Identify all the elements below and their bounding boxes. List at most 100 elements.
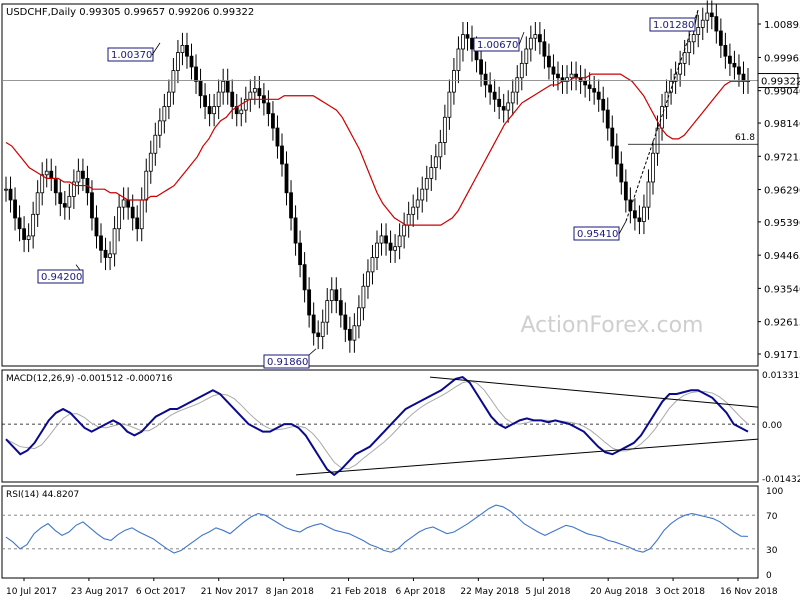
- candle-body: [289, 192, 293, 219]
- fib-level-label: 61.8: [735, 133, 755, 143]
- candle-body: [524, 48, 529, 64]
- candle-body: [329, 289, 334, 302]
- candle-body: [62, 203, 67, 208]
- candle-body: [375, 242, 379, 258]
- candle-body: [506, 102, 511, 111]
- candle-body: [157, 120, 162, 136]
- price-y-tick-label: 0.94465: [764, 251, 800, 262]
- candle-body: [452, 70, 456, 93]
- rsi-line: [5, 504, 749, 554]
- candle-body: [81, 170, 85, 179]
- candle-body: [691, 34, 696, 43]
- x-tick-label: 21 Feb 2018: [331, 587, 387, 597]
- candle-body: [551, 66, 556, 75]
- rsi-y-tick-label: 70: [766, 512, 778, 522]
- x-tick-label: 3 Oct 2018: [655, 587, 705, 597]
- macd-label: MACD(12,26,9) -0.001512 -0.000716: [6, 374, 173, 384]
- candle-body: [230, 91, 235, 107]
- x-tick-label: 21 Nov 2017: [201, 587, 259, 597]
- candle-body: [420, 188, 425, 201]
- candle-body: [737, 66, 741, 75]
- candle-body: [153, 134, 158, 154]
- candle-body: [601, 98, 606, 111]
- candle-body: [343, 314, 348, 330]
- candle-body: [166, 91, 171, 107]
- candle-body: [646, 181, 651, 208]
- retracement-dashed-line: [625, 9, 699, 222]
- macd-lower-trendline: [295, 438, 759, 476]
- x-tick-label: 6 Apr 2018: [395, 587, 445, 597]
- key-level-label: 1.00670: [477, 40, 518, 51]
- rsi-label: RSI(14) 44.8207: [6, 490, 79, 500]
- candle-body: [280, 145, 284, 165]
- candle-body: [533, 34, 538, 39]
- key-level-label: 0.94200: [41, 272, 82, 283]
- candle-body: [8, 188, 13, 201]
- candle-body: [347, 328, 352, 341]
- candle-body: [429, 167, 434, 179]
- candle-body: [334, 289, 339, 302]
- candle-body: [325, 300, 330, 323]
- candle-body: [126, 199, 131, 208]
- candle-body: [370, 257, 375, 273]
- candle-body: [492, 91, 497, 100]
- candle-body: [424, 177, 429, 190]
- candle-body: [26, 235, 31, 240]
- macd-y-tick-label: 0.00: [762, 421, 782, 431]
- candle-body: [673, 73, 678, 82]
- key-level-leader: [151, 42, 161, 56]
- candle-body: [655, 127, 660, 154]
- key-level-box: [263, 354, 310, 369]
- candle-body: [271, 113, 275, 129]
- candle-body: [144, 170, 149, 201]
- candle-body: [171, 70, 176, 93]
- candle-body: [664, 91, 669, 107]
- candle-body: [316, 332, 321, 337]
- key-level-leader: [618, 220, 627, 235]
- macd-y-tick-label: -0.014323: [762, 475, 800, 485]
- watermark-text: ActionForex.com: [521, 313, 704, 338]
- key-level-label: 0.95410: [577, 229, 618, 240]
- x-tick-label: 10 Jul 2017: [6, 587, 57, 597]
- candle-body: [31, 213, 36, 237]
- rsi-y-tick-label: 30: [766, 546, 778, 556]
- candle-body: [709, 12, 714, 18]
- rsi-panel-frame: [1, 485, 759, 579]
- candle-body: [433, 156, 438, 169]
- candle-body: [501, 106, 506, 111]
- candle-body: [99, 235, 103, 251]
- key-level-label: 0.91860: [267, 357, 308, 368]
- moving-average-line: [5, 73, 748, 226]
- key-level-leader: [75, 264, 81, 271]
- candle-body: [221, 80, 226, 93]
- candle-body: [212, 106, 217, 115]
- candle-body: [510, 91, 515, 104]
- candle-body: [148, 152, 153, 172]
- candle-body: [13, 199, 17, 219]
- candle-body: [311, 314, 316, 334]
- candle-body: [17, 217, 22, 230]
- x-tick-label: 8 Jan 2018: [266, 587, 314, 597]
- candle-body: [732, 62, 737, 68]
- price-y-tick-label: 1.00895: [764, 20, 800, 31]
- macd-upper-trendline: [429, 376, 759, 408]
- candle-body: [76, 170, 81, 183]
- candle-body: [4, 188, 8, 191]
- candle-body: [488, 84, 493, 93]
- macd-signal-line: [5, 380, 749, 470]
- candle-body: [393, 246, 397, 251]
- candle-body: [67, 195, 72, 208]
- candle-body: [225, 80, 230, 93]
- candle-body: [660, 106, 664, 129]
- candle-body: [94, 217, 99, 237]
- candle-body: [687, 41, 692, 53]
- candle-body: [275, 127, 280, 147]
- current-price-box: [757, 73, 799, 89]
- candle-body: [90, 192, 94, 219]
- candle-body: [366, 271, 370, 287]
- key-level-leader: [518, 31, 525, 46]
